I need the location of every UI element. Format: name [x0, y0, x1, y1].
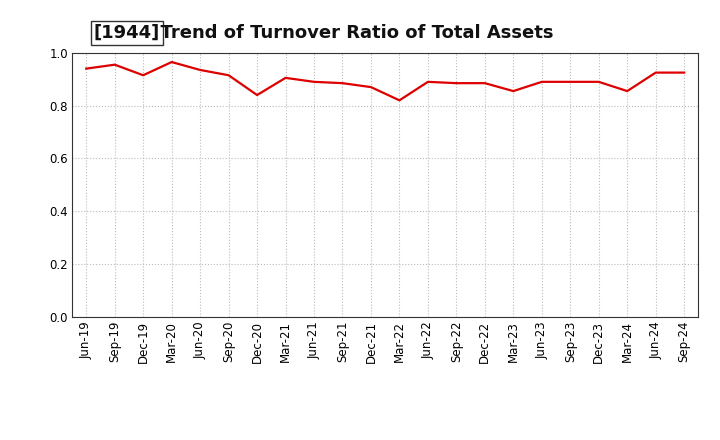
Text: Trend of Turnover Ratio of Total Assets: Trend of Turnover Ratio of Total Assets	[148, 24, 553, 42]
Text: [1944]: [1944]	[94, 24, 160, 42]
